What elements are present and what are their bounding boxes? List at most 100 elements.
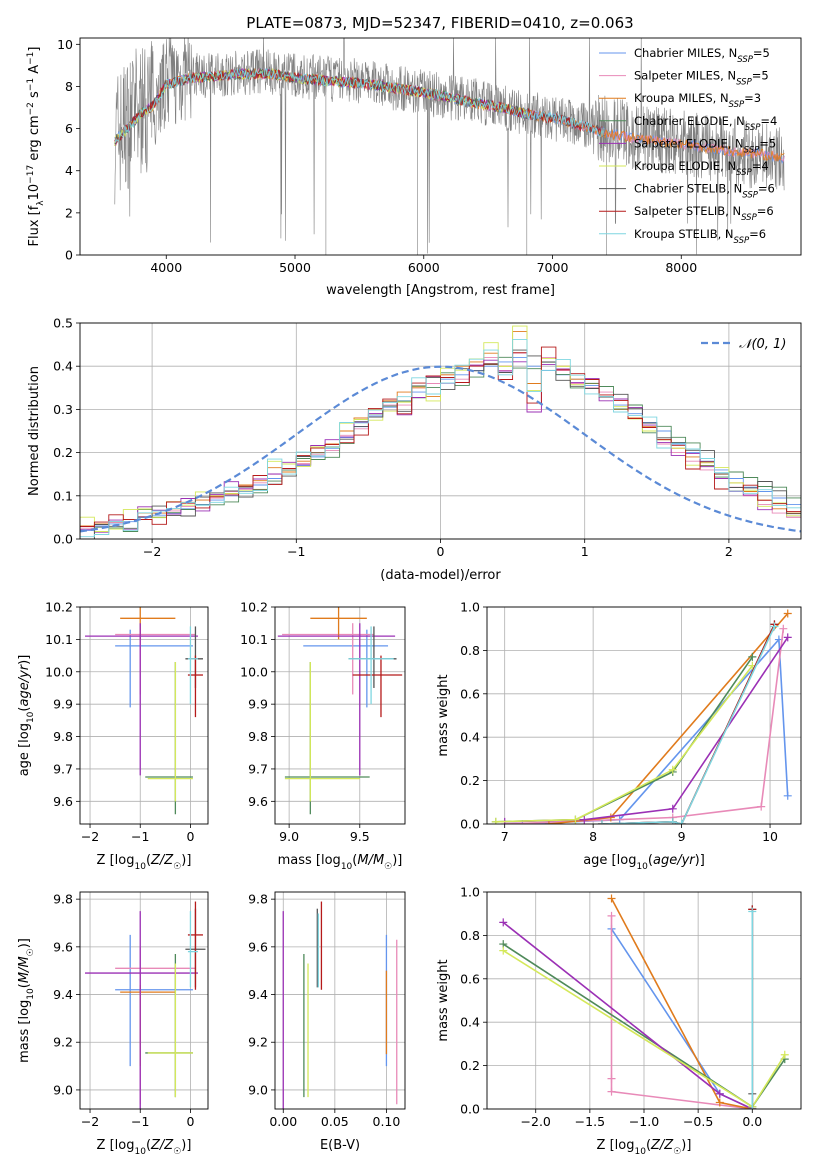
y-tick-label: 0.8 (460, 928, 480, 943)
y-tick-label: 0.4 (460, 1015, 480, 1030)
x-tick-label: 9.0 (279, 829, 299, 844)
legend-entry: Chabrier STELIB, NSSP=6 (634, 182, 775, 201)
plot-area-mass_vs_ebv (282, 901, 398, 1109)
legend: Chabrier MILES, NSSP=5 Salpeter MILES, NS… (599, 46, 777, 246)
x-tick-label: −1.5 (575, 1114, 605, 1129)
y-tick-label: 9.8 (53, 729, 73, 744)
weight-marker (668, 765, 677, 774)
y-tick-label: 9.0 (248, 1082, 268, 1097)
x-tick-label: 0.0 (742, 1114, 762, 1129)
weight-marker (607, 911, 616, 920)
x-tick-label: 4000 (150, 260, 182, 275)
plot-area-spectrum (114, 38, 785, 255)
y-tick-label: 9.4 (53, 987, 73, 1002)
y-tick-label: 0.2 (53, 445, 73, 460)
weight-line-salpeter-miles (610, 915, 753, 1109)
x-tick-label: 0 (186, 829, 194, 844)
x-tick-label: −0.5 (683, 1114, 713, 1129)
axes-age_vs_Z: −2 −1 0 9.6 9.7 9.8 9.9 10.0 10.1 10.2 Z [log10(Z/… (17, 600, 209, 872)
y-axis-label: mass weight (436, 959, 451, 1041)
plot-area-weight_vs_age (491, 609, 792, 824)
y-tick-label: 4 (65, 163, 73, 178)
y-axis-label: mass weight (436, 674, 451, 756)
weight-marker (783, 633, 792, 642)
axes-frame (79, 891, 209, 1110)
weight-marker (597, 820, 606, 824)
y-tick-label: 9.6 (248, 794, 268, 809)
plot-area-residuals (80, 325, 801, 539)
y-tick-label: 9.6 (53, 939, 73, 954)
y-tick-label: 0.1 (53, 488, 73, 503)
axes-frame (274, 891, 406, 1110)
x-axis-label: E(B-V) (320, 1138, 360, 1153)
y-tick-label: 9.7 (248, 761, 268, 776)
weight-marker (607, 894, 616, 903)
y-axis-label: Flux [fλ10−17 erg cm−2 s−1 A−1] (26, 47, 46, 247)
y-axis-label: Normed distribution (27, 366, 42, 496)
y-tick-label: 10.2 (240, 600, 268, 615)
x-tick-label: 9 (678, 829, 686, 844)
y-tick-label: 10.1 (240, 632, 268, 647)
y-tick-label: 1.0 (460, 600, 480, 615)
y-tick-label: 0.4 (460, 730, 480, 745)
y-tick-label: 9.6 (53, 794, 73, 809)
y-tick-label: 1.0 (460, 885, 480, 900)
x-tick-label: 5000 (279, 260, 311, 275)
y-tick-label: 9.6 (248, 939, 268, 954)
y-tick-label: 10.1 (45, 632, 73, 647)
axes-frame (79, 322, 802, 540)
axes-frame (274, 606, 406, 825)
weight-marker (757, 802, 766, 811)
x-tick-label: −2 (143, 544, 161, 559)
weight-marker (668, 817, 677, 824)
figure-title: PLATE=0873, MJD=52347, FIBERID=0410, z=0… (246, 14, 633, 32)
y-tick-label: 9.9 (248, 697, 268, 712)
legend-entry: Chabrier ELODIE, NSSP=4 (634, 114, 777, 133)
axes-frame (486, 891, 802, 1110)
plot-area-weight_vs_Z (499, 894, 789, 1109)
legend-entry: Kroupa ELODIE, NSSP=4 (634, 159, 769, 178)
y-tick-label: 8 (65, 79, 73, 94)
x-axis-label: Z [log10(Z/Z☉)] (97, 853, 192, 872)
weight-marker (779, 624, 788, 633)
weight-marker (748, 652, 757, 661)
y-tick-label: 0.0 (53, 532, 73, 547)
legend-entry: Kroupa STELIB, NSSP=6 (634, 227, 766, 246)
x-tick-label: −1 (287, 544, 305, 559)
legend-entry: Salpeter STELIB, NSSP=6 (634, 204, 774, 223)
x-tick-label: 8 (589, 829, 597, 844)
weight-line-salpeter-miles (504, 628, 785, 824)
x-axis-label: (data-model)/error (380, 568, 501, 583)
weight-marker (715, 1098, 724, 1107)
y-tick-label: 0.2 (460, 1058, 480, 1073)
normal-curve (80, 365, 801, 533)
y-tick-label: 10.0 (240, 664, 268, 679)
x-axis-label: wavelength [Angstrom, rest frame] (326, 283, 555, 298)
x-tick-label: 1 (581, 544, 589, 559)
weight-marker (770, 622, 779, 631)
axes-residuals: −2 −1 0 1 2 0.0 0.1 0.2 0.3 0.4 0.5 (data-model)/er… (27, 316, 802, 583)
weight-marker (677, 820, 686, 824)
x-tick-label: 0 (437, 544, 445, 559)
plot-area-mass_vs_Z (85, 901, 206, 1109)
weight-marker (783, 791, 792, 800)
y-tick-label: 0.5 (53, 316, 73, 331)
y-tick-label: 6 (65, 121, 73, 136)
axes-mass_vs_Z: −2 −1 0 9.0 9.2 9.4 9.6 9.8 Z [log10(Z/Z☉)] mass … (17, 891, 209, 1157)
x-axis-label: Z [log10(Z/Z☉)] (97, 1138, 192, 1157)
y-tick-label: 10.2 (45, 600, 73, 615)
y-tick-label: 9.8 (248, 729, 268, 744)
weight-marker (668, 804, 677, 813)
axes-frame (79, 606, 209, 825)
y-tick-label: 10 (57, 37, 73, 52)
weight-marker (748, 907, 757, 916)
weight-marker (571, 815, 580, 824)
x-tick-label: −1.0 (629, 1114, 659, 1129)
y-tick-label: 9.2 (53, 1035, 73, 1050)
y-axis-label: mass [log10(M/M☉)] (17, 938, 36, 1063)
y-tick-label: 0.2 (460, 773, 480, 788)
x-axis-label: age [log10(age/yr)] (583, 853, 705, 872)
y-tick-label: 9.8 (248, 892, 268, 907)
y-tick-label: 9.0 (53, 1082, 73, 1097)
